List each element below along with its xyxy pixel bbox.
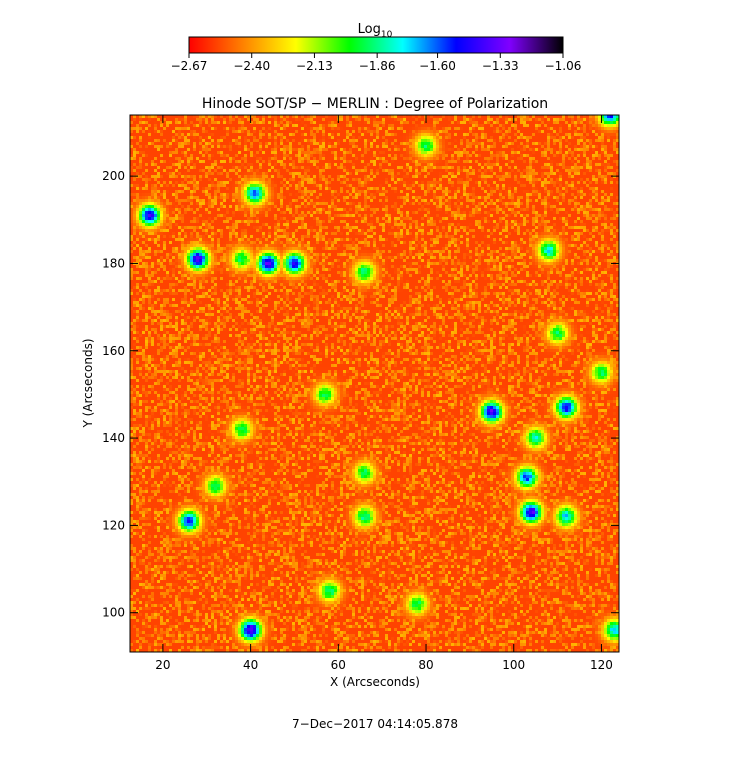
x-tick-label: 100 [502, 658, 525, 672]
colorbar-tick-label: −1.33 [482, 59, 519, 73]
plot-area: 20 40 60 80 100 120 100 120 140 160 180 200 [102, 114, 620, 672]
colorbar-tick-label: −2.13 [296, 59, 333, 73]
colorbar-tick-label: −2.67 [171, 59, 208, 73]
colorbar-ticks: −2.67 −2.40 −2.13 −1.86 −1.60 −1.33 −1.06 [171, 53, 582, 73]
chart-title: Hinode SOT/SP − MERLIN : Degree of Polar… [202, 96, 548, 112]
x-tick-label: 120 [590, 658, 613, 672]
x-axis: 20 40 60 80 100 120 [155, 115, 613, 672]
colorbar-tick-label: −1.60 [419, 59, 456, 73]
timestamp: 7−Dec−2017 04:14:05.878 [292, 717, 458, 731]
colorbar-tick-label: −2.40 [233, 59, 270, 73]
y-tick-label: 120 [102, 518, 125, 532]
colorbar-bar [188, 36, 564, 54]
colorbar-label: Log10 [358, 22, 393, 40]
x-tick-label: 60 [331, 658, 346, 672]
colorbar: Log10 −2.67 −2.40 −2.13 −1.86 −1.60 −1.33 −1.0… [171, 22, 582, 73]
x-tick-label: 20 [155, 658, 170, 672]
y-axis: 100 120 140 160 180 200 [102, 169, 619, 620]
x-tick-label: 40 [243, 658, 258, 672]
y-tick-label: 100 [102, 606, 125, 620]
colorbar-tick-label: −1.86 [359, 59, 396, 73]
y-tick-label: 200 [102, 169, 125, 183]
plot-frame [129, 114, 620, 653]
y-tick-label: 160 [102, 344, 125, 358]
y-tick-label: 180 [102, 256, 125, 270]
heatmap-image [130, 115, 619, 652]
x-tick-label: 80 [418, 658, 433, 672]
y-tick-label: 140 [102, 431, 125, 445]
x-axis-label: X (Arcseconds) [330, 675, 420, 689]
y-axis-label: Y (Arcseconds) [81, 338, 95, 428]
colorbar-tick-label: −1.06 [545, 59, 582, 73]
